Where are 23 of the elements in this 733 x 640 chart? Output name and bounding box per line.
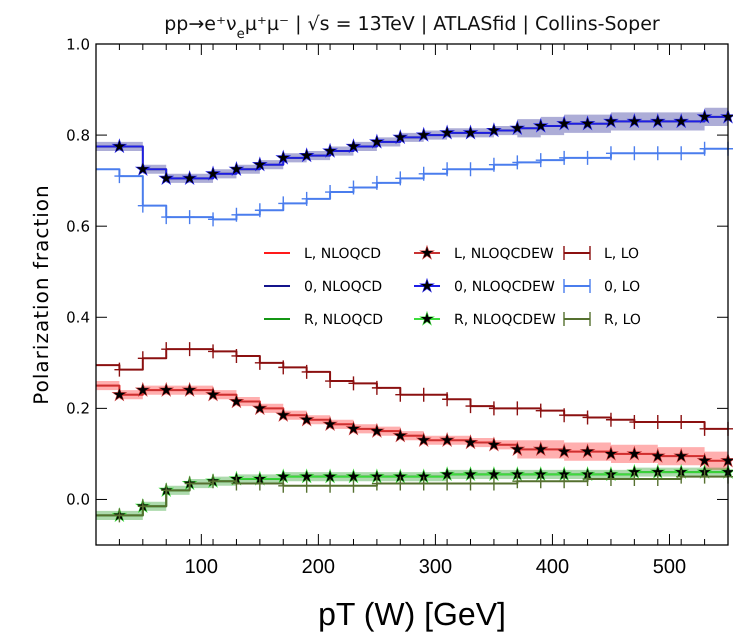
chart-title: pp→e⁺ν$_{e}$μ⁺μ⁻ | √s = 13TeV | ATLASfid | Collins-Soper [164,13,660,42]
y-axis-title: Polarization fraction [29,184,53,405]
legend-label: L, NLOQCD [304,246,382,262]
legend-label: L, LO [604,246,640,262]
legend-label: R, NLOQCDEW [454,312,556,328]
x-tick-label: 200 [302,556,336,578]
y-tick-label: 0.2 [66,400,90,418]
x-tick-label: 500 [652,556,686,578]
legend-label: R, NLOQCD [304,312,383,328]
y-tick-label: 0.0 [66,490,90,509]
legend-label: 0, NLOQCDEW [454,278,556,295]
x-tick-label: 100 [184,556,218,578]
x-axis-title: pT (W) [GeV] [318,596,506,632]
x-tick-label: 400 [536,556,570,578]
legend-label: 0, LO [604,278,640,295]
legend-label: L, NLOQCDEW [454,246,554,262]
y-tick-label: 0.4 [66,308,90,327]
x-tick-label: 300 [418,556,452,578]
legend-label: 0, NLOQCD [304,278,382,295]
y-tick-label: 0.8 [66,126,90,144]
y-tick-label: 0.6 [66,217,90,236]
legend-label: R, LO [604,312,641,328]
y-tick-label: 1.0 [66,35,90,54]
